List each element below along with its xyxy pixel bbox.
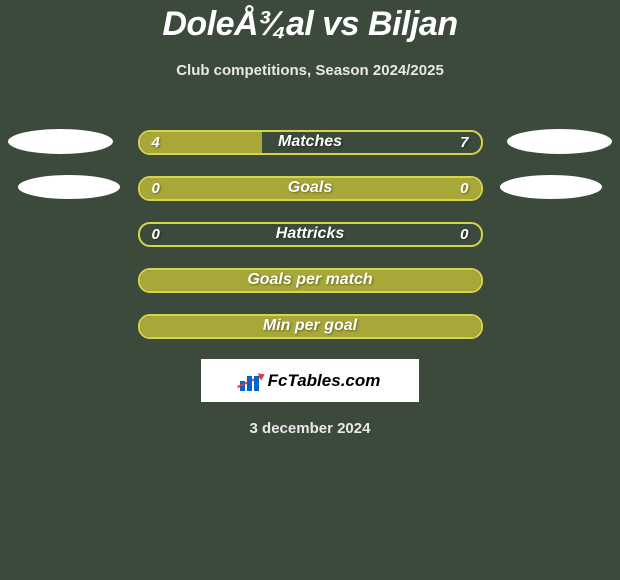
stat-row: Goals per match: [0, 257, 620, 303]
page-title: DoleÅ¾al vs Biljan: [162, 5, 457, 44]
stat-bar: Goals per match: [138, 268, 483, 293]
watermark-content: FcTables.com: [240, 371, 381, 391]
stat-row: 0 0 Hattricks: [0, 211, 620, 257]
watermark-chart-icon: [240, 371, 264, 391]
stat-bar: Min per goal: [138, 314, 483, 339]
stat-row: 4 7 Matches: [0, 119, 620, 165]
stat-bar: 4 7 Matches: [138, 130, 483, 155]
stat-value-right: 0: [460, 180, 468, 197]
main-container: DoleÅ¾al vs Biljan Club competitions, Se…: [0, 0, 620, 437]
stat-label: Matches: [278, 133, 342, 151]
watermark[interactable]: FcTables.com: [201, 359, 419, 402]
stat-label: Min per goal: [263, 317, 357, 335]
stat-bar: 0 0 Hattricks: [138, 222, 483, 247]
stat-label: Goals: [288, 179, 332, 197]
stat-value-left: 4: [152, 134, 160, 151]
stat-row: 0 0 Goals: [0, 165, 620, 211]
watermark-label: FcTables.com: [268, 371, 381, 391]
stat-value-right: 0: [460, 226, 468, 243]
date-label: 3 december 2024: [250, 420, 371, 437]
stat-value-left: 0: [152, 226, 160, 243]
stats-area: 4 7 Matches 0 0 Goals 0 0 Hattricks Goals per mat…: [0, 119, 620, 349]
stat-label: Goals per match: [247, 271, 372, 289]
stat-value-left: 0: [152, 180, 160, 197]
stat-label: Hattricks: [276, 225, 344, 243]
stat-row: Min per goal: [0, 303, 620, 349]
stat-bar: 0 0 Goals: [138, 176, 483, 201]
stat-value-right: 7: [460, 134, 468, 151]
subtitle: Club competitions, Season 2024/2025: [176, 62, 444, 79]
